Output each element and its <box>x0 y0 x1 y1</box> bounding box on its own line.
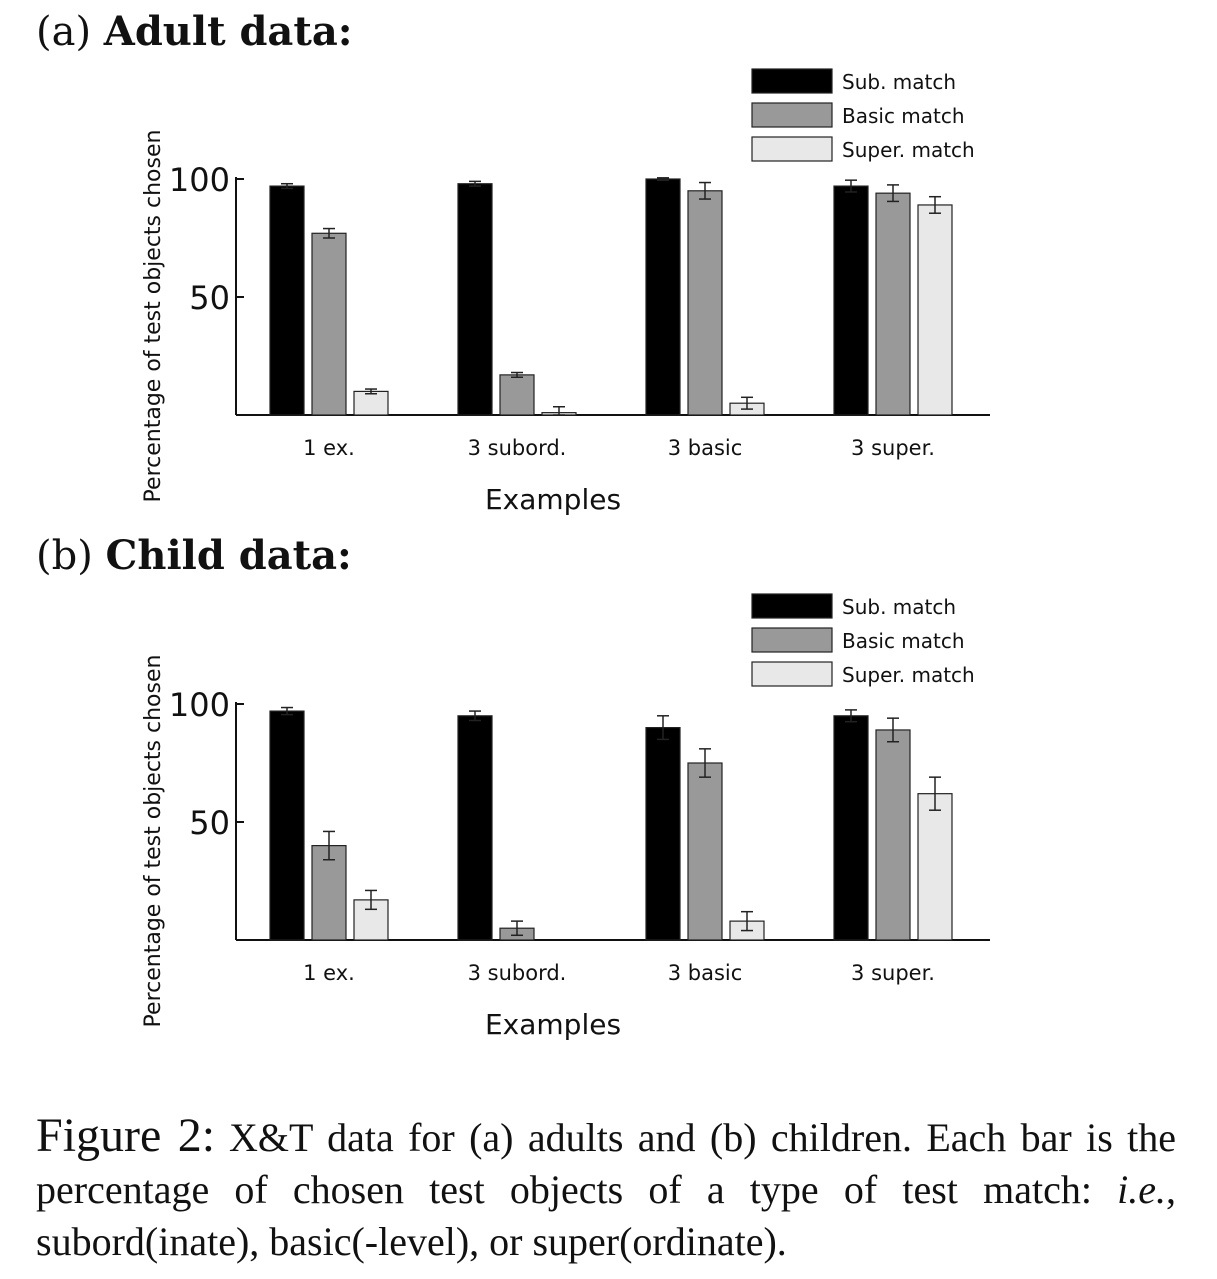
figure-caption: Figure 2: X&T data for (a) adults and (b)… <box>36 1110 1176 1268</box>
bar <box>875 729 911 941</box>
bar <box>645 178 681 416</box>
bar <box>269 185 305 416</box>
x-axis-label: Examples <box>485 1008 621 1041</box>
caption-text-1: X&T data for (a) adults and (b) children… <box>36 1115 1176 1212</box>
caption-text-2: , subord(inate), basic(-level), or super… <box>36 1167 1176 1264</box>
y-tick-label: 100 <box>169 686 230 724</box>
bar <box>499 374 535 416</box>
bar <box>917 793 953 941</box>
panel-title-adult: (a) Adult data: <box>36 8 353 55</box>
legend-swatch <box>751 136 833 162</box>
legend-label: Basic match <box>842 629 965 653</box>
x-axis-label: Examples <box>485 483 621 516</box>
bar <box>457 183 493 416</box>
y-tick-label: 100 <box>169 161 230 199</box>
bar <box>457 715 493 941</box>
y-axis-label: Percentage of test objects chosen <box>141 130 166 503</box>
bar <box>687 190 723 416</box>
x-tick-label: 3 super. <box>851 436 935 460</box>
bar <box>311 845 347 941</box>
legend-swatch <box>751 593 833 619</box>
panel-title-child: (b) Child data: <box>36 532 352 579</box>
legend-swatch <box>751 68 833 94</box>
bar <box>311 232 347 416</box>
legend-label: Sub. match <box>842 70 956 94</box>
figure-label: Figure 2: <box>36 1109 216 1162</box>
legend-swatch <box>751 102 833 128</box>
bar <box>917 204 953 416</box>
panel-tag: (b) <box>36 533 93 579</box>
bar <box>687 762 723 941</box>
x-tick-label: 3 subord. <box>468 436 567 460</box>
x-tick-label: 1 ex. <box>303 961 355 985</box>
bar <box>269 710 305 941</box>
panel-name: Adult data: <box>103 8 353 55</box>
x-tick-label: 3 subord. <box>468 961 567 985</box>
y-axis-label: Percentage of test objects chosen <box>141 655 166 1028</box>
y-tick-label: 50 <box>189 279 230 317</box>
x-tick-label: 3 basic <box>668 436 743 460</box>
bar <box>875 192 911 416</box>
caption-ie: i.e. <box>1117 1167 1166 1212</box>
legend-label: Super. match <box>842 138 975 162</box>
panel-tag: (a) <box>36 9 92 55</box>
legend-label: Super. match <box>842 663 975 687</box>
panel-name: Child data: <box>105 532 352 579</box>
x-tick-label: 3 basic <box>668 961 743 985</box>
bar <box>645 727 681 941</box>
bar <box>353 390 389 416</box>
bar <box>833 185 869 416</box>
x-tick-label: 1 ex. <box>303 436 355 460</box>
legend-swatch <box>751 661 833 687</box>
x-tick-label: 3 super. <box>851 961 935 985</box>
y-tick-label: 50 <box>189 804 230 842</box>
bar <box>833 715 869 941</box>
legend-label: Basic match <box>842 104 965 128</box>
legend-label: Sub. match <box>842 595 956 619</box>
legend-swatch <box>751 627 833 653</box>
